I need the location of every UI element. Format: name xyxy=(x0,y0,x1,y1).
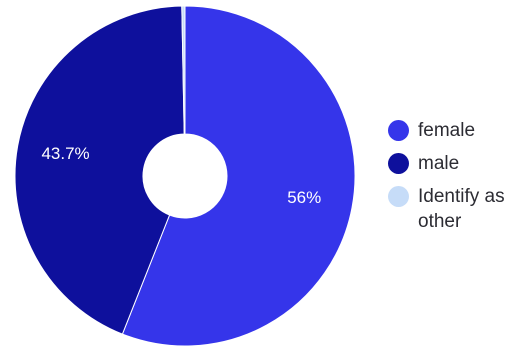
slice-female[interactable] xyxy=(121,5,356,347)
legend: female male Identify as other xyxy=(388,118,525,242)
legend-swatch-other xyxy=(388,186,409,207)
slice-label-male: 43.7% xyxy=(41,144,89,163)
legend-swatch-male xyxy=(388,153,409,174)
legend-label-other: Identify as other xyxy=(418,186,505,232)
legend-swatch-female xyxy=(388,120,409,141)
slice-identify-as-other[interactable] xyxy=(181,5,186,135)
legend-item-female[interactable]: female xyxy=(388,118,525,143)
slice-male[interactable] xyxy=(14,5,185,335)
legend-label-female: female xyxy=(418,120,476,141)
legend-item-other[interactable]: Identify as other xyxy=(388,184,525,234)
legend-label-male: male xyxy=(418,153,460,174)
slice-labels-group: 56% 43.7% xyxy=(41,144,321,207)
legend-item-male[interactable]: male xyxy=(388,151,525,176)
slices-group xyxy=(14,5,356,347)
slice-label-female: 56% xyxy=(287,188,321,207)
